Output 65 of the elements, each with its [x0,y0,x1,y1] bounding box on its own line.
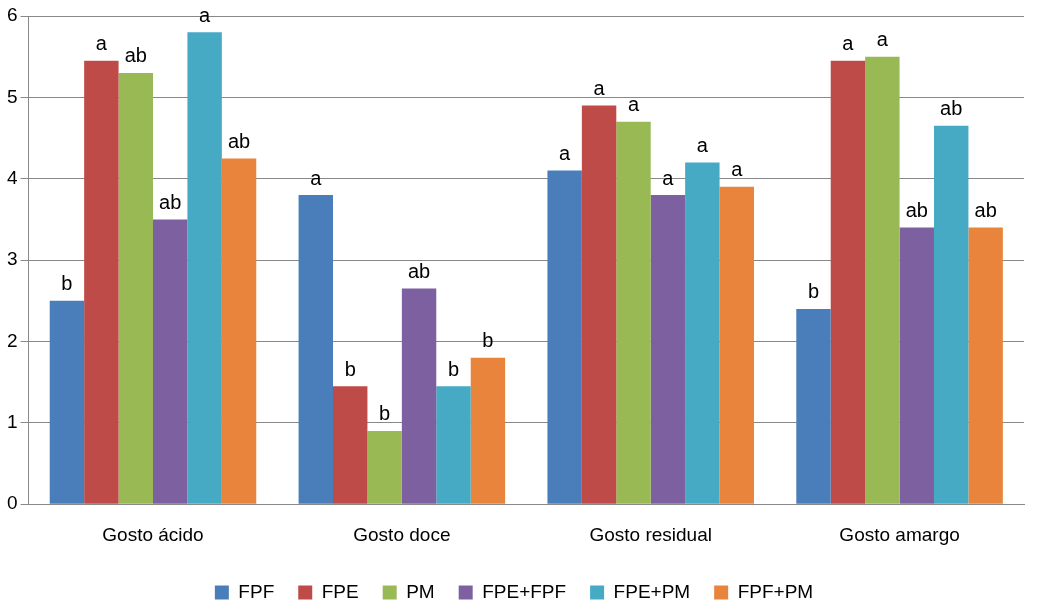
bar [221,158,257,504]
legend-label: FPE+PM [613,580,691,602]
y-tick-label: 2 [6,329,18,351]
bar [865,56,900,504]
legend-label: FPE+FPF [482,580,567,602]
x-tick-label: Gosto residual [589,523,712,545]
data-label: a [559,142,572,165]
data-label: b [344,357,356,380]
data-label: a [842,32,855,55]
data-label: ab [905,199,928,222]
bar [118,72,153,504]
data-label: ab [940,97,963,120]
data-label: a [627,93,640,116]
bar [547,170,582,504]
bar [616,121,651,504]
x-tick-label: Gosto amargo [839,523,960,545]
bar [333,386,368,504]
data-label: b [447,357,460,380]
data-label: ab [159,190,182,213]
bar [401,288,437,504]
bar [187,32,222,504]
x-tick-label: Gosto doce [353,523,451,545]
data-label: ab [227,129,251,152]
bar [367,430,402,504]
bar [796,308,831,504]
data-label: b [482,329,494,352]
bar [968,227,1003,504]
bar [153,219,188,504]
y-tick-label: 6 [6,4,18,26]
y-tick-label: 4 [6,166,18,188]
data-label: b [379,402,391,425]
data-label: a [199,3,212,26]
data-label: a [593,77,606,100]
data-label: ab [974,199,997,222]
data-label: b [61,272,73,295]
data-label: ab [124,44,147,67]
legend-label: FPF+PM [737,580,814,602]
bar [298,195,333,504]
data-label: a [662,166,675,189]
legend-label: FPE [321,580,359,602]
bar [685,162,720,504]
bar [650,195,686,504]
y-tick-label: 3 [6,248,18,270]
bar [719,186,754,504]
bar [830,60,866,504]
bar [84,60,119,504]
x-tick-label: Gosto ácido [102,523,204,545]
bar [581,105,617,504]
bar [934,125,969,504]
legend-label: FPF [238,580,275,602]
data-label: a [696,133,709,156]
y-tick-label: 1 [6,411,18,433]
data-label: ab [407,260,431,283]
data-label: a [876,28,889,51]
data-label: a [731,158,744,181]
data-label: b [807,280,820,303]
y-tick-label: 5 [6,85,18,107]
bar [49,300,85,504]
bar [470,357,506,504]
legend-label: PM [406,580,435,602]
bar [436,386,471,504]
data-label: a [95,32,108,55]
data-label: a [310,166,323,189]
bar [899,227,934,504]
y-tick-label: 0 [6,492,18,514]
